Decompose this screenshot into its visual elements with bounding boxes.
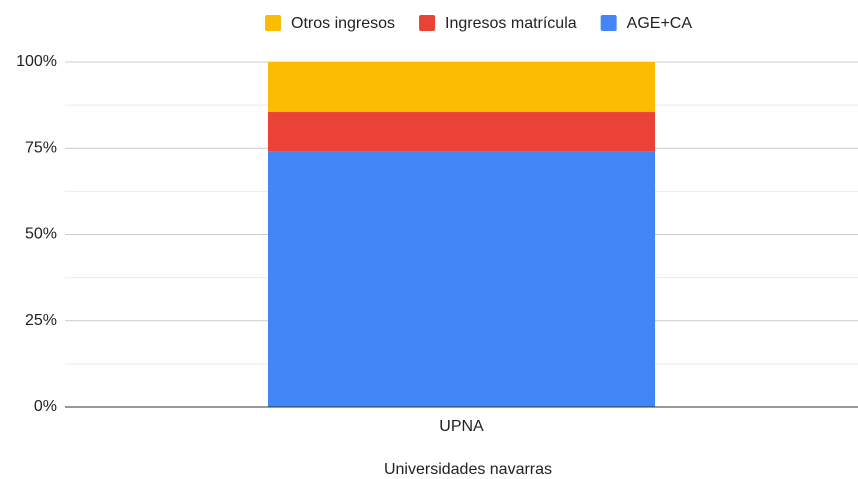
bar-segment: [268, 151, 655, 407]
x-tick-label: UPNA: [439, 418, 484, 435]
legend-label: Otros ingresos: [291, 15, 395, 32]
y-tick-label: 25%: [25, 312, 57, 329]
x-axis-title: Universidades navarras: [384, 461, 552, 478]
bar-segment: [268, 62, 655, 113]
legend-swatch: [265, 15, 281, 31]
bar-segment: [268, 112, 655, 152]
y-tick-label: 100%: [16, 53, 57, 70]
y-tick-label: 0%: [34, 398, 57, 415]
legend-label: Ingresos matrícula: [445, 15, 577, 32]
legend-label: AGE+CA: [627, 15, 693, 32]
legend-swatch: [419, 15, 436, 31]
y-tick-label: 50%: [25, 226, 57, 243]
legend-swatch: [600, 15, 617, 31]
y-tick-label: 75%: [25, 139, 57, 156]
